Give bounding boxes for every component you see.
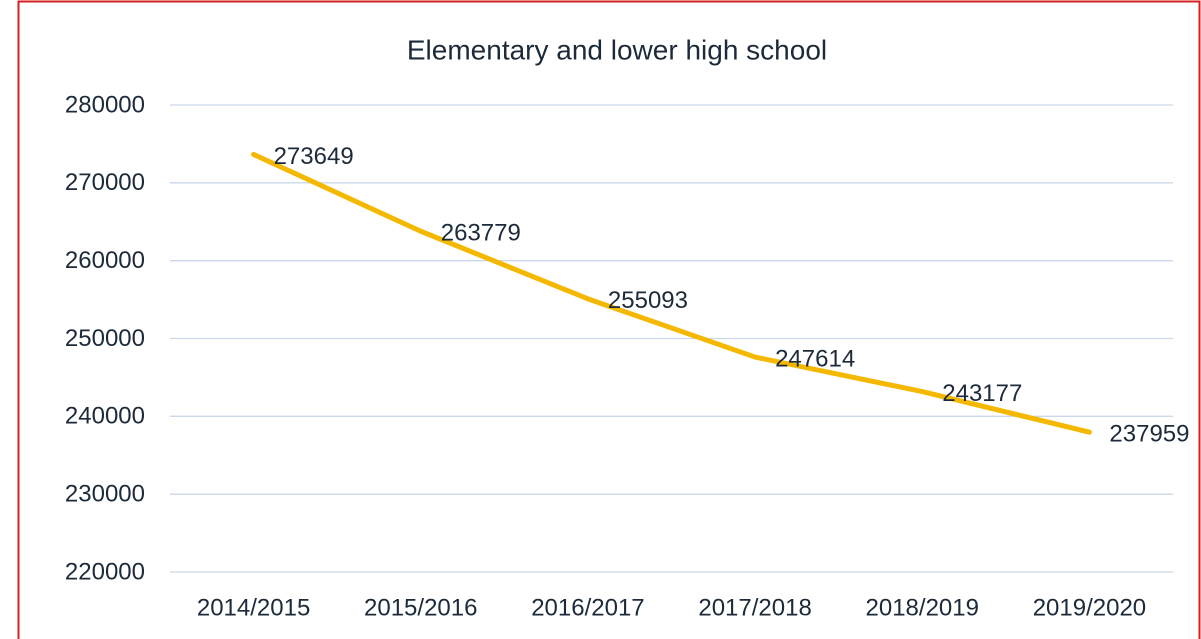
data-label: 237959 <box>1109 421 1189 448</box>
x-tick-label: 2018/2019 <box>866 594 979 621</box>
line <box>251 151 1092 435</box>
data-label: 247614 <box>775 345 855 372</box>
y-tick-label: 270000 <box>65 169 145 196</box>
chart-title: Elementary and lower high school <box>407 34 827 65</box>
x-tick-label: 2019/2020 <box>1033 594 1146 621</box>
y-tick-label: 240000 <box>65 403 145 430</box>
x-tick-label: 2015/2016 <box>364 594 477 621</box>
y-tick-label: 220000 <box>65 558 145 585</box>
x-tick-label: 2017/2018 <box>698 594 811 621</box>
y-tick-label: 250000 <box>65 325 145 352</box>
y-tick-label: 260000 <box>65 247 145 274</box>
x-tick-label: 2014/2015 <box>197 594 310 621</box>
x-tick-label: 2016/2017 <box>531 594 644 621</box>
y-tick-label: 280000 <box>65 91 145 118</box>
y-tick-label: 230000 <box>65 481 145 508</box>
data-label: 243177 <box>942 380 1022 407</box>
data-label: 263779 <box>441 220 521 247</box>
data-label: 255093 <box>608 287 688 314</box>
chart-border <box>17 0 1201 639</box>
data-label: 273649 <box>274 143 354 170</box>
